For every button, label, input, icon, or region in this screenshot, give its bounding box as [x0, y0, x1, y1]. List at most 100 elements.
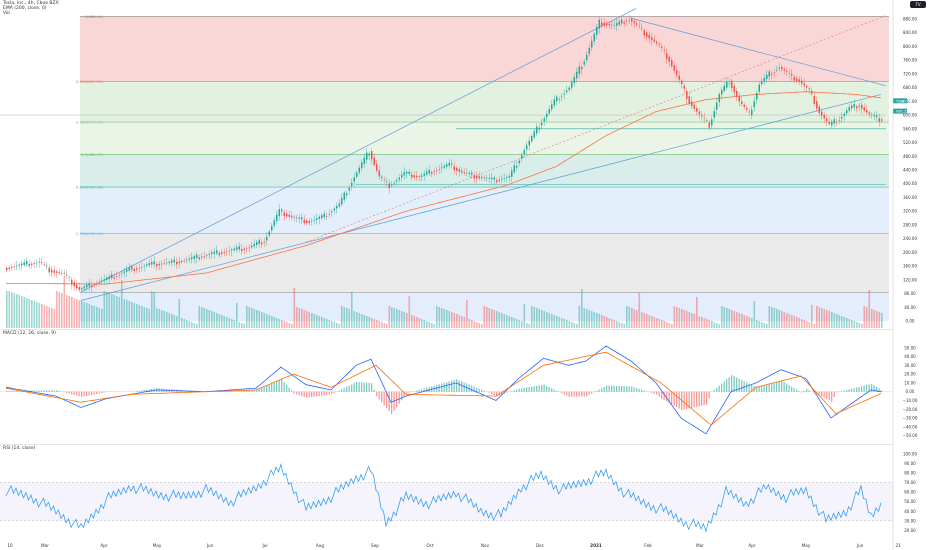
volume-bar: [676, 307, 678, 328]
volume-bar: [583, 308, 586, 328]
macd-histogram-bar: [438, 384, 440, 392]
macd-histogram-bar: [511, 391, 513, 392]
macd-histogram-bar: [341, 389, 343, 392]
volume-bar: [426, 321, 428, 328]
macd-histogram-bar: [533, 386, 535, 392]
volume-bar: [151, 291, 153, 328]
fib-level-label: 0.236(697.35): [76, 79, 104, 84]
volume-bar: [398, 310, 401, 328]
candle-body: [511, 170, 513, 177]
volume-bar: [631, 308, 633, 328]
macd-histogram-bar: [751, 384, 753, 392]
candle-body: [773, 72, 775, 73]
macd-histogram-bar: [356, 381, 358, 392]
volume-bar: [661, 320, 663, 328]
candle-body: [443, 165, 445, 168]
volume-bar: [396, 309, 398, 328]
volume-bar: [118, 297, 121, 328]
macd-histogram-bar: [296, 391, 298, 395]
macd-histogram-bar: [351, 384, 353, 392]
candle-body: [398, 177, 400, 180]
candle-body: [271, 225, 273, 231]
candle-body: [163, 263, 165, 264]
price-tick-label: 880.00: [903, 16, 917, 21]
volume-bar: [166, 312, 168, 328]
volume-bar: [588, 310, 591, 328]
candle-body: [608, 24, 610, 26]
candle-body: [266, 236, 268, 241]
macd-histogram-bar: [843, 390, 845, 392]
volume-bar: [371, 318, 373, 328]
volume-bar: [708, 320, 711, 328]
candle-body: [306, 220, 308, 224]
candle-body: [706, 120, 708, 121]
volume-bar: [621, 323, 623, 328]
macd-tick-label: 20.00: [904, 372, 916, 377]
candle-body: [811, 91, 813, 94]
candle-body: [873, 115, 875, 117]
candle-body: [673, 65, 675, 71]
candle-body: [558, 99, 560, 100]
macd-histogram-bar: [746, 382, 748, 392]
macd-histogram-bar: [878, 388, 880, 392]
volume-bar: [541, 310, 543, 328]
volume-bar: [668, 323, 671, 328]
macd-tick-label: 10.00: [904, 380, 916, 385]
volume-bar: [548, 313, 551, 328]
candle-body: [61, 273, 63, 274]
candle-body: [588, 47, 590, 54]
volume-bar: [16, 294, 18, 328]
macd-histogram-bar: [376, 391, 378, 397]
volume-bar: [173, 315, 176, 328]
macd-histogram-bar: [451, 380, 453, 392]
macd-histogram-bar: [876, 386, 878, 392]
candle-body: [243, 248, 245, 250]
candle-body: [801, 80, 803, 84]
candle-body: [231, 249, 233, 251]
volume-bar: [241, 323, 243, 328]
candle-body: [206, 255, 208, 256]
macd-histogram-bar: [738, 378, 740, 392]
macd-histogram-bar: [588, 391, 590, 395]
macd-histogram-bar: [606, 385, 608, 392]
macd-histogram-bar: [671, 391, 673, 405]
candle-body: [566, 90, 568, 93]
candle-body: [111, 274, 113, 279]
volume-bar: [178, 299, 181, 328]
volume-bar: [496, 311, 498, 328]
candle-body: [191, 257, 193, 260]
macd-histogram-bar: [706, 391, 708, 405]
macd-histogram-bar: [498, 391, 500, 396]
macd-histogram-bar: [426, 387, 428, 392]
candle-body: [761, 81, 763, 85]
candle-body: [228, 250, 230, 252]
volume-bar: [671, 324, 673, 328]
candle-body: [16, 265, 18, 267]
volume-bar: [353, 311, 356, 328]
volume-bar: [523, 304, 526, 328]
macd-histogram-bar: [281, 379, 283, 392]
candle-body: [703, 117, 705, 119]
fib-level-label: 0.5(485.17): [81, 152, 104, 157]
volume-bar: [873, 310, 876, 328]
candle-body: [66, 274, 68, 276]
candle-body: [381, 176, 383, 178]
candle-body: [293, 216, 295, 218]
volume-bar: [493, 310, 496, 328]
macd-histogram-bar: [631, 386, 633, 392]
volume-bar: [656, 318, 658, 328]
volume-bar: [261, 312, 263, 328]
volume-bar: [673, 306, 676, 328]
candle-body: [601, 22, 603, 26]
volume-bar: [278, 319, 281, 328]
macd-histogram-bar: [586, 391, 588, 397]
volume-bar: [36, 302, 38, 328]
candle-body: [96, 283, 98, 284]
candle-body: [288, 214, 290, 217]
volume-bar: [626, 306, 628, 328]
price-tick-label: 160.00: [903, 264, 917, 269]
macd-histogram-bar: [361, 382, 363, 392]
volume-bar: [431, 323, 433, 328]
macd-histogram-bar: [416, 390, 418, 392]
